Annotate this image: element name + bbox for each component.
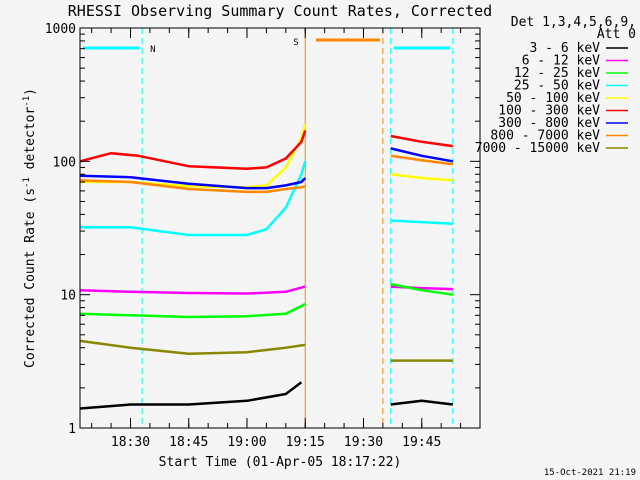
y-axis-label-end: ) — [23, 88, 38, 96]
night-label: N — [150, 45, 155, 55]
y-axis-label-sup-2: -1 — [22, 96, 32, 107]
legend-entry-label: 12 - 25 keV — [514, 66, 600, 81]
plot-frame — [79, 27, 481, 429]
series-line-7 — [79, 179, 306, 194]
legend-entry-label: 300 - 800 keV — [498, 116, 600, 131]
series-line-5 — [79, 130, 307, 170]
legend-entry-label: 100 - 300 keV — [498, 104, 600, 119]
y-axis-label: Corrected Count Rate (s-1 detector-1) — [22, 88, 38, 368]
series-line-3 — [390, 219, 453, 226]
chart-title: RHESSI Observing Summary Count Rates, Co… — [68, 2, 492, 20]
x-tick-label: 18:30 — [111, 435, 150, 450]
series-line-6 — [390, 147, 454, 163]
legend-header: Att 0 — [597, 27, 636, 42]
series-line-4 — [390, 173, 453, 182]
x-axis: 18:30 18:45 19:00 19:15 19:30 19:45 — [91, 28, 481, 450]
legend-entry-label: 7000 - 15000 keV — [475, 141, 600, 156]
x-axis-label: Start Time (01-Apr-05 18:17:22) — [159, 455, 402, 470]
series-line-2 — [390, 282, 453, 296]
y-tick-label: 100 — [53, 155, 76, 170]
x-tick-label: 19:45 — [402, 435, 441, 450]
x-tick-label: 19:30 — [344, 435, 383, 450]
series-line-0 — [390, 399, 453, 406]
legend-header: Det 1,3,4,5,6,9, — [511, 15, 636, 30]
series-line-2 — [79, 302, 306, 319]
saa-label: S — [293, 38, 298, 48]
series-line-5 — [390, 134, 453, 148]
footer-date: 15-Oct-2021 21:19 — [544, 468, 636, 478]
series-line-8 — [79, 339, 306, 356]
legend-entry-label: 25 - 50 keV — [514, 79, 600, 94]
y-tick-label: 10 — [60, 289, 76, 304]
y-axis-label-main: Corrected Count Rate (s — [23, 188, 38, 368]
x-tick-label: 19:00 — [227, 435, 266, 450]
series-line-1 — [79, 285, 306, 295]
series-layer — [79, 123, 454, 410]
legend-entry-label: 50 - 100 keV — [506, 91, 600, 106]
x-tick-label: 19:15 — [286, 435, 325, 450]
y-axis: 1 10 100 1000 — [45, 22, 480, 437]
legend-entry-label: 6 - 12 keV — [522, 54, 600, 69]
legend-entry-label: 3 - 6 keV — [530, 41, 601, 56]
y-axis-label-sup-1: -1 — [22, 177, 32, 188]
y-tick-label: 1000 — [45, 22, 76, 37]
series-line-3 — [80, 160, 307, 237]
y-tick-label: 1 — [68, 422, 76, 437]
series-line-0 — [79, 381, 303, 410]
series-line-7 — [390, 154, 453, 166]
y-axis-label-mid: detector — [23, 107, 38, 178]
series-line-6 — [79, 174, 307, 190]
legend-entry-label: 800 - 7000 keV — [490, 129, 600, 144]
x-tick-label: 18:45 — [169, 435, 208, 450]
